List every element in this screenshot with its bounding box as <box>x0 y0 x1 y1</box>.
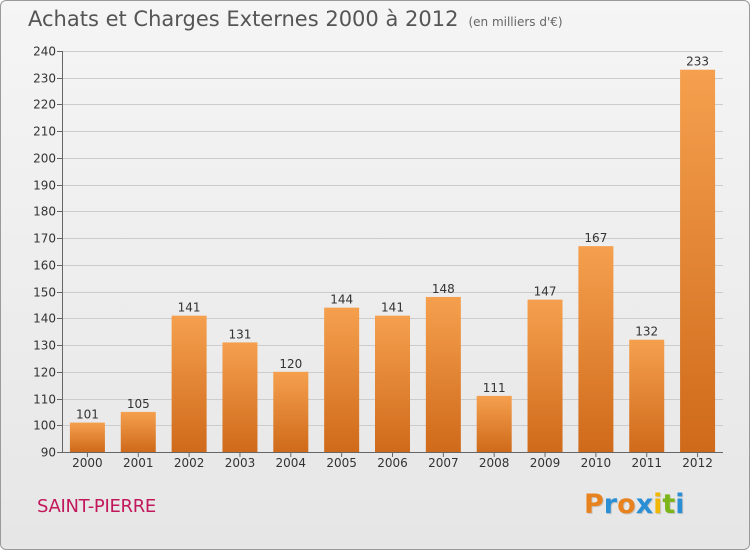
bar-2000 <box>69 422 105 452</box>
y-tick-label: 100 <box>33 419 56 433</box>
y-tick-label: 230 <box>33 72 56 86</box>
x-tick-label: 2008 <box>479 456 510 470</box>
y-tick-label: 170 <box>33 232 56 246</box>
data-label-2010: 167 <box>584 231 607 245</box>
data-label-2001: 105 <box>127 397 150 411</box>
bar-2010 <box>578 246 614 452</box>
bar-2007 <box>425 296 461 452</box>
logo-letter: r <box>603 489 618 520</box>
x-tick-label: 2012 <box>682 456 713 470</box>
x-tick-label: 2002 <box>174 456 205 470</box>
bar-2009 <box>527 299 563 452</box>
data-label-2012: 233 <box>686 55 709 69</box>
logo-letter: i <box>653 489 663 520</box>
data-labels: 101 105 141 131 120 144 141 148 111 147 167 132 233 <box>76 55 709 422</box>
y-tick-label: 180 <box>33 205 56 219</box>
y-tick-label: 130 <box>33 339 56 353</box>
data-label-2009: 147 <box>534 285 557 299</box>
logo-letter: i <box>675 489 685 520</box>
chart-title: Achats et Charges Externes 2000 à 2012 (e… <box>28 7 563 31</box>
y-tick-label: 120 <box>33 366 56 380</box>
y-tick-label: 140 <box>33 312 56 326</box>
x-tick-label: 2003 <box>225 456 256 470</box>
logo-letter: P <box>584 489 604 520</box>
x-tick-label: 2001 <box>123 456 154 470</box>
y-tick-label: 150 <box>33 286 56 300</box>
chart-title-text: Achats et Charges Externes 2000 à 2012 <box>28 7 459 31</box>
y-tick-label: 190 <box>33 179 56 193</box>
bar-2008 <box>476 395 512 452</box>
logo-letter: o <box>617 489 636 520</box>
bar-2012 <box>680 69 716 453</box>
y-tick-label: 200 <box>33 152 56 166</box>
x-tick-label: 2006 <box>377 456 408 470</box>
data-label-2003: 131 <box>229 327 252 341</box>
axes: 90 100 110 120 130 140 150 160 170 180 190 200 210 22… <box>33 45 723 470</box>
bar-2006 <box>375 315 410 452</box>
bar-2001 <box>120 411 156 452</box>
chart-subtitle: (en milliers d'€) <box>468 15 563 29</box>
data-label-2008: 111 <box>483 381 506 395</box>
y-tick-label: 240 <box>33 45 56 59</box>
y-tick-label: 160 <box>33 259 56 273</box>
y-tick-label: 110 <box>33 393 56 407</box>
y-tick-label: 90 <box>41 446 56 460</box>
x-tick-label: 2009 <box>530 456 561 470</box>
bar-2005 <box>324 307 360 452</box>
x-tick-label: 2010 <box>581 456 612 470</box>
y-tick-label: 220 <box>33 98 56 112</box>
bar-2011 <box>629 339 665 452</box>
data-label-2002: 141 <box>178 301 201 315</box>
bar-2002 <box>171 315 207 452</box>
x-tick-label: 2011 <box>631 456 662 470</box>
logo-letter: x <box>635 489 654 520</box>
data-label-2006: 141 <box>381 301 404 315</box>
bar-2004 <box>273 371 309 452</box>
bar-2003 <box>222 342 258 452</box>
town-name: SAINT-PIERRE <box>37 496 157 517</box>
data-label-2007: 148 <box>432 282 455 296</box>
data-label-2011: 132 <box>635 325 658 339</box>
data-label-2005: 144 <box>330 293 353 307</box>
logo-letter: t <box>662 489 676 520</box>
proxiti-logo[interactable]: Proxiti <box>584 489 685 520</box>
y-tick-label: 210 <box>33 125 56 139</box>
data-label-2004: 120 <box>279 357 302 371</box>
bars <box>69 69 716 453</box>
x-tick-label: 2000 <box>72 456 103 470</box>
x-tick-label: 2005 <box>326 456 357 470</box>
data-label-2000: 101 <box>76 408 99 422</box>
x-tick-label: 2007 <box>428 456 459 470</box>
x-tick-label: 2004 <box>276 456 307 470</box>
